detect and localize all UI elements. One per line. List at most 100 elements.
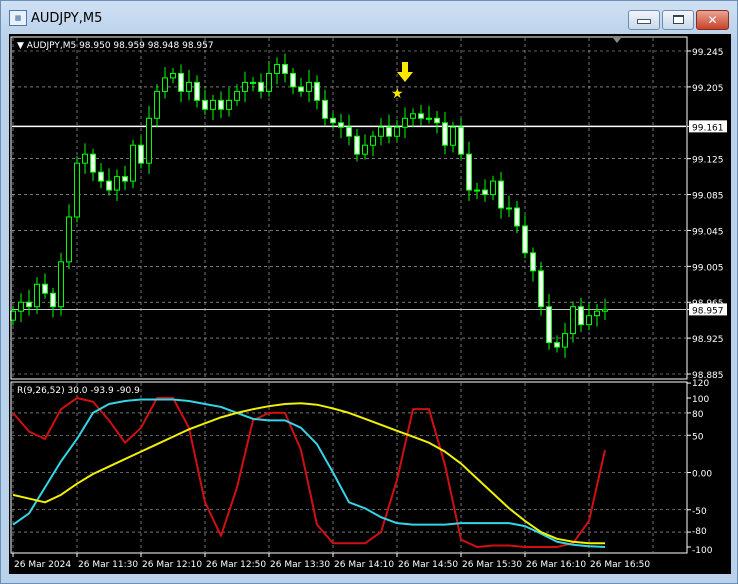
candle: [426, 117, 432, 120]
time-label: 26 Mar 12:50: [206, 560, 266, 570]
candle: [50, 292, 56, 308]
candle: [378, 126, 384, 137]
chart-canvas[interactable]: ★ 99.24599.20599.16199.12599.08599.04599…: [9, 34, 731, 574]
indicator-label: 0.00: [692, 470, 712, 480]
axes: 99.245 99.205 99.161 99.125 99.085 99.045 99.0…: [12, 38, 727, 570]
candle: [450, 126, 456, 146]
candle: [290, 72, 296, 88]
indicator-label: 50: [692, 432, 704, 442]
time-label: 26 Mar 15:30: [462, 560, 522, 570]
candle: [282, 63, 288, 74]
candle: [538, 270, 544, 308]
candle: [498, 180, 504, 209]
candle: [442, 122, 448, 146]
candle: [346, 126, 352, 137]
indicator-line-cyan: [12, 398, 606, 548]
dropdown-triangle-icon: ▼: [17, 41, 27, 51]
candle: [578, 306, 584, 326]
candle: [122, 176, 128, 182]
candle: [554, 342, 560, 348]
candle: [98, 171, 104, 182]
price-label: 98.957: [692, 306, 724, 316]
candle: [546, 306, 552, 344]
candle: [314, 81, 320, 101]
candle: [170, 72, 176, 79]
candle: [66, 216, 72, 263]
candle: [58, 261, 64, 308]
candle: [154, 90, 160, 119]
indicator-pane-frame: [10, 381, 688, 554]
price-label: 99.005: [692, 263, 724, 273]
minimize-button[interactable]: [628, 10, 660, 30]
time-label: 26 Mar 14:50: [398, 560, 458, 570]
candle: [418, 113, 424, 119]
price-label-box: [689, 120, 727, 133]
candle: [106, 180, 112, 191]
indicator-label: 80: [692, 410, 704, 420]
window-title: AUDJPY,M5: [31, 11, 103, 26]
candle: [298, 86, 304, 92]
time-label: 26 Mar 11:30: [78, 560, 138, 570]
candle: [42, 283, 48, 294]
maximize-icon: [672, 15, 684, 24]
star-icon: ★: [391, 86, 404, 102]
close-button[interactable]: ✕: [696, 10, 729, 30]
candle: [82, 153, 88, 164]
candle: [530, 252, 536, 272]
candle: [114, 176, 120, 191]
close-icon: ✕: [707, 13, 718, 27]
price-label: 99.245: [692, 48, 724, 58]
price-label: 99.205: [692, 84, 724, 94]
candle: [458, 126, 464, 155]
candle: [506, 207, 512, 210]
main-pane-frame: [10, 36, 688, 380]
time-label: 26 Mar 14:10: [334, 560, 394, 570]
candle: [514, 207, 520, 227]
candle: [570, 306, 576, 335]
time-label: 26 Mar 13:30: [270, 560, 330, 570]
time-label: 26 Mar 12:10: [142, 560, 202, 570]
candle: [482, 189, 488, 196]
candle: [18, 301, 24, 312]
price-label: 98.925: [692, 335, 724, 345]
candle: [274, 63, 280, 74]
indicator-label: -80: [692, 527, 707, 537]
candle: [250, 81, 256, 84]
candle: [338, 122, 344, 128]
indicator-header: R(9,26,52) 30.0 -93.9 -90.9: [17, 386, 140, 396]
chart-header[interactable]: ▼ AUDJPY,M5 98.950 98.959 98.948 98.957: [17, 41, 214, 51]
price-label: 98.885: [692, 371, 724, 381]
candle: [306, 81, 312, 92]
candle: [34, 283, 40, 308]
candle: [194, 81, 200, 101]
indicator-line-yellow: [12, 402, 605, 545]
candle: [210, 99, 216, 110]
candle: [394, 126, 400, 137]
candle: [586, 315, 592, 326]
candle: [402, 117, 408, 128]
minimize-icon: [637, 19, 651, 24]
candle: [138, 144, 144, 164]
price-label-box: [689, 303, 727, 316]
candle: [74, 162, 80, 218]
candle: [362, 144, 368, 155]
candle: [202, 99, 208, 110]
down-arrow-icon: [397, 62, 413, 82]
candle: [370, 135, 376, 146]
candles: ★: [10, 53, 608, 358]
candle: [410, 113, 416, 119]
candle: [490, 180, 496, 196]
time-label: 26 Mar 16:10: [526, 560, 586, 570]
price-label: 99.125: [692, 156, 724, 166]
candle: [266, 72, 272, 92]
time-label: 26 Mar 2024: [14, 560, 71, 570]
indicator-label: 100: [692, 395, 709, 405]
candle: [186, 81, 192, 92]
chart-window-icon: ▦: [9, 10, 27, 26]
candle: [218, 99, 224, 110]
price-label: 99.161: [692, 123, 724, 133]
maximize-button[interactable]: [662, 10, 694, 30]
candle: [562, 333, 568, 348]
candle: [90, 153, 96, 173]
